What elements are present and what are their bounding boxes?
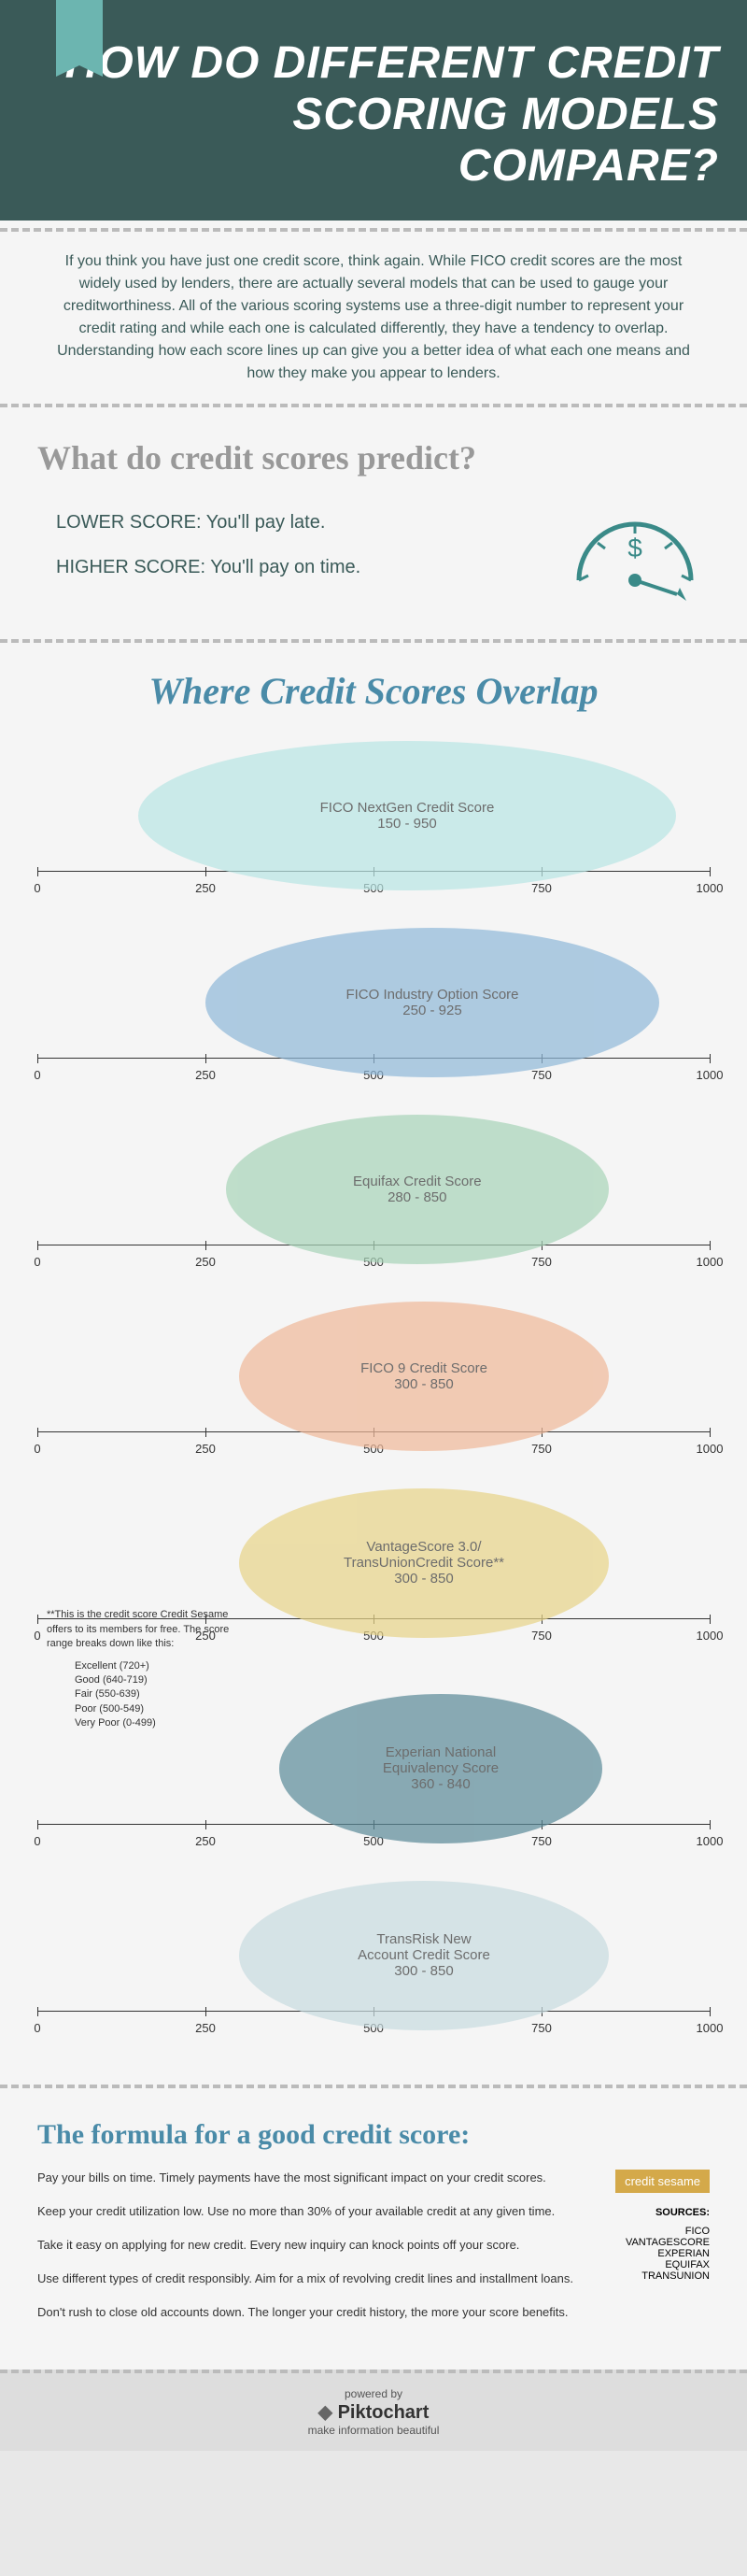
model-name: VantageScore 3.0/ TransUnionCredit Score… — [344, 1539, 504, 1571]
formula-tip: Pay your bills on time. Timely payments … — [37, 2170, 578, 2186]
credit-sesame-badge: credit sesame — [615, 2170, 710, 2193]
source-item: EQUIFAX — [615, 2259, 710, 2270]
axis-tick-label: 750 — [531, 1442, 552, 1456]
model-name: Equifax Credit Score — [353, 1174, 482, 1189]
axis-tick-label: 0 — [34, 881, 40, 895]
axis-tick-label: 0 — [34, 1629, 40, 1643]
score-ellipse: Equifax Credit Score280 - 850 — [226, 1115, 609, 1264]
model-range: 300 - 850 — [394, 1571, 453, 1587]
axis-tick-label: 750 — [531, 881, 552, 895]
score-ellipse: FICO Industry Option Score250 - 925 — [205, 928, 659, 1077]
score-ellipse: TransRisk New Account Credit Score300 - … — [239, 1881, 609, 2030]
formula-title: The formula for a good credit score: — [37, 2119, 710, 2151]
header: HOW DO DIFFERENT CREDIT SCORING MODELS C… — [0, 0, 747, 221]
formula-tip: Take it easy on applying for new credit.… — [37, 2237, 578, 2254]
axis-tick-label: 250 — [195, 1255, 216, 1269]
sources-label: SOURCES: — [615, 2207, 710, 2218]
axis-tick-label: 0 — [34, 1068, 40, 1082]
model-name: FICO NextGen Credit Score — [320, 800, 495, 816]
formula-tips: Pay your bills on time. Timely payments … — [37, 2170, 578, 2339]
model-name: Experian National Equivalency Score — [383, 1744, 499, 1776]
axis-tick-label: 0 — [34, 1442, 40, 1456]
footer-brand: Piktochart — [338, 2402, 430, 2423]
axis-tick-label: 250 — [195, 1442, 216, 1456]
score-ellipse: VantageScore 3.0/ TransUnionCredit Score… — [239, 1488, 609, 1638]
axis-tick-label: 1000 — [697, 1442, 724, 1456]
model-range: 150 - 950 — [377, 816, 436, 832]
chart-row: 02505007501000FICO Industry Option Score… — [37, 928, 710, 1096]
ribbon-decoration — [56, 0, 103, 65]
predict-section: What do credit scores predict? LOWER SCO… — [0, 415, 747, 632]
model-name: TransRisk New Account Credit Score — [358, 1931, 490, 1963]
divider — [0, 2085, 747, 2088]
score-ellipse: Experian National Equivalency Score360 -… — [279, 1694, 602, 1843]
axis-tick-label: 1000 — [697, 2021, 724, 2035]
axis-tick-label: 1000 — [697, 881, 724, 895]
axis-tick-label: 0 — [34, 2021, 40, 2035]
model-range: 300 - 850 — [394, 1963, 453, 1979]
intro-text: If you think you have just one credit sc… — [0, 228, 747, 407]
axis-tick-label: 250 — [195, 881, 216, 895]
footer: powered by ◆ Piktochart make information… — [0, 2370, 747, 2451]
model-range: 280 - 850 — [388, 1189, 446, 1205]
axis-tick-label: 750 — [531, 1068, 552, 1082]
score-ellipse: FICO 9 Credit Score300 - 850 — [239, 1302, 609, 1451]
model-name: FICO Industry Option Score — [345, 987, 518, 1003]
powered-by: powered by — [14, 2387, 733, 2400]
source-item: VANTAGESCORE — [615, 2237, 710, 2248]
formula-section: The formula for a good credit score: Pay… — [0, 2096, 747, 2362]
lower-score-text: LOWER SCORE: You'll pay late. — [37, 512, 360, 534]
source-item: EXPERIAN — [615, 2248, 710, 2259]
axis-tick-label: 250 — [195, 1834, 216, 1848]
axis-tick-label: 750 — [531, 1629, 552, 1643]
chart-row: 02505007501000FICO 9 Credit Score300 - 8… — [37, 1302, 710, 1470]
model-name: FICO 9 Credit Score — [360, 1360, 487, 1376]
higher-score-text: HIGHER SCORE: You'll pay on time. — [37, 557, 360, 578]
chart-row: 02505007501000Equifax Credit Score280 - … — [37, 1115, 710, 1283]
overlap-title: Where Credit Scores Overlap — [0, 650, 747, 732]
axis-tick-label: 0 — [34, 1255, 40, 1269]
source-item: FICO — [615, 2226, 710, 2237]
predict-title: What do credit scores predict? — [37, 438, 710, 477]
divider — [0, 639, 747, 643]
model-range: 300 - 850 — [394, 1376, 453, 1392]
source-list: FICOVANTAGESCOREEXPERIANEQUIFAXTRANSUNIO… — [615, 2226, 710, 2282]
formula-tip: Keep your credit utilization low. Use no… — [37, 2203, 578, 2220]
axis-tick-label: 750 — [531, 2021, 552, 2035]
chart-row: 02505007501000Experian National Equivale… — [37, 1694, 710, 1862]
formula-tip: Use different types of credit responsibl… — [37, 2270, 578, 2287]
axis-tick-label: 250 — [195, 2021, 216, 2035]
axis-tick-label: 1000 — [697, 1834, 724, 1848]
axis-tick-label: 0 — [34, 1834, 40, 1848]
chart-row: 02505007501000VantageScore 3.0/ TransUni… — [37, 1488, 710, 1657]
model-range: 360 - 840 — [411, 1776, 470, 1792]
svg-text:$: $ — [627, 534, 642, 562]
axis-tick-label: 1000 — [697, 1068, 724, 1082]
main-title: HOW DO DIFFERENT CREDIT SCORING MODELS C… — [28, 37, 719, 192]
score-ellipse: FICO NextGen Credit Score150 - 950 — [138, 741, 676, 890]
axis-tick-label: 1000 — [697, 1255, 724, 1269]
overlap-charts: 02505007501000FICO NextGen Credit Score1… — [0, 732, 747, 2077]
model-range: 250 - 925 — [402, 1003, 461, 1018]
formula-tip: Don't rush to close old accounts down. T… — [37, 2304, 578, 2321]
footer-tag: make information beautiful — [14, 2424, 733, 2437]
sources-block: credit sesame SOURCES: FICOVANTAGESCOREE… — [615, 2170, 710, 2339]
axis-tick-label: 250 — [195, 1068, 216, 1082]
axis-tick-label: 750 — [531, 1255, 552, 1269]
axis-tick-label: 750 — [531, 1834, 552, 1848]
gauge-icon: $ — [560, 496, 710, 608]
chart-row: 02505007501000TransRisk New Account Cred… — [37, 1881, 710, 2049]
source-item: TRANSUNION — [615, 2270, 710, 2282]
chart-row: 02505007501000FICO NextGen Credit Score1… — [37, 741, 710, 909]
axis-tick-label: 1000 — [697, 1629, 724, 1643]
